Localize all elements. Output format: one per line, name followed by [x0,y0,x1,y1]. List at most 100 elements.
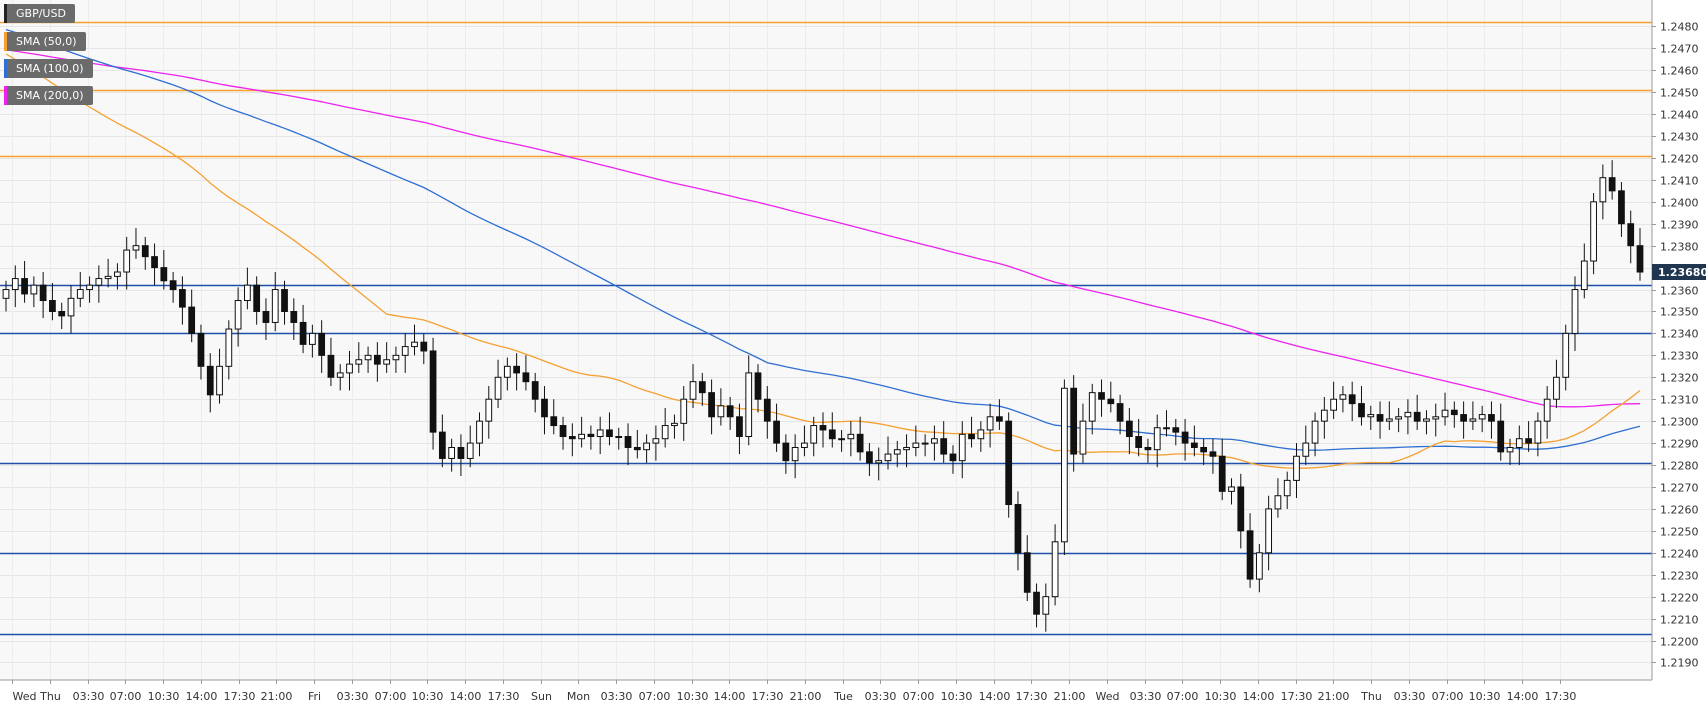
y-tick-label: 1.2410 [1660,175,1699,188]
candle-bull [104,275,112,280]
candle-bull [346,363,353,374]
y-tick-label: 1.2480 [1660,21,1699,34]
candle-bear [290,310,298,323]
candle-bull [810,425,818,444]
legend-item-sma100[interactable]: SMA (100,0) [4,59,93,78]
candle-bull [1515,438,1523,448]
candle-bull [689,381,697,400]
candle-bear [1618,190,1625,225]
candle-bull [652,438,660,444]
candle-bull [76,289,84,299]
candle-bull [958,433,966,462]
y-tick-label: 1.2230 [1660,570,1699,583]
candle-bull [884,453,892,462]
x-tick-label: 03:30 [337,690,369,703]
candle-bear [949,453,957,462]
x-tick-label: Wed [13,690,37,703]
candle-bear [429,350,437,433]
candle-bear [1525,438,1532,444]
candle-bear [1636,245,1644,273]
candle-bear [299,321,307,345]
candle-bear [624,436,632,448]
x-tick-label: 10:30 [1469,690,1501,703]
candle-bull [308,332,316,345]
y-tick-label: 1.2440 [1660,109,1699,122]
y-tick-label: 1.2290 [1660,438,1699,451]
x-tick-label: 03:30 [1130,690,1162,703]
candle-bull [1441,409,1449,418]
candle-bull [2,289,10,299]
candle-bull [596,429,604,438]
y-tick-label: 1.2460 [1660,65,1699,78]
candle-bull [1088,392,1096,422]
candle-bull [1478,414,1486,420]
candle-bull [1320,409,1328,422]
candle-bear [188,306,196,334]
candle-bull [875,460,883,464]
y-tick-label: 1.2380 [1660,241,1699,254]
x-tick-label: 21:00 [1054,690,1086,703]
candle-bull [234,300,242,330]
candle-bull [271,289,279,323]
x-tick-label: 03:30 [601,690,633,703]
x-tick-label: 17:30 [488,690,520,703]
candle-bull [1330,398,1338,411]
candles [2,160,1644,632]
y-tick-label: 1.2310 [1660,394,1699,407]
candle-bull [225,328,233,367]
x-tick-label: Tue [833,690,853,703]
candle-bull [30,284,38,295]
candle-bear [420,341,428,352]
legend-label-sma200: SMA (200,0) [16,89,84,102]
candle-bull [448,446,456,459]
candle-bull [11,278,19,291]
candle-bear [1376,414,1384,422]
candle-bear [1460,414,1467,422]
y-axis: 1.2190 1.2200 1.2210 1.2220 1.2230 1.2240 1.22… [0,0,1699,681]
x-tick-label: 21:00 [1318,690,1350,703]
candle-bear [1450,409,1458,416]
candle-bear [1023,552,1031,593]
candle-bear [550,416,558,427]
candle-bull [383,359,391,365]
candle-bear [606,429,613,438]
y-tick-label: 1.2360 [1660,285,1699,298]
candle-bear [1005,420,1013,506]
candle-bear [39,284,47,302]
y-tick-label: 1.2270 [1660,482,1699,495]
x-tick-label: Mon [567,690,590,703]
candle-bear [1218,455,1226,492]
legend-item-sma200[interactable]: SMA (200,0) [4,86,93,105]
x-tick-label: 14:00 [979,690,1011,703]
candle-bear [49,300,56,312]
candle-bear [1358,403,1365,418]
legend-item-sma50[interactable]: SMA (50,0) [4,32,86,51]
candle-bear [1209,451,1217,457]
candle-bear [373,354,381,365]
candle-bear [513,365,521,374]
candle-bull [1571,289,1579,334]
y-tick-label: 1.2420 [1660,153,1699,166]
candle-bear [1608,177,1616,192]
candle-bull [986,416,994,431]
x-tick-label: 07:00 [639,690,671,703]
y-tick-label: 1.2300 [1660,416,1699,429]
candle-bull [401,346,409,356]
candle-bull [578,433,585,440]
legend-item-symbol[interactable]: GBP/USD [4,4,75,23]
candle-bull [838,438,845,441]
candle-bull [671,422,678,427]
candle-bear [1627,223,1635,247]
candle-bull [847,433,855,440]
candle-bear [206,365,214,396]
candle-bear [1135,436,1143,448]
candle-bull [921,442,929,445]
candle-bull [1599,177,1607,203]
x-tick-label: 14:00 [1243,690,1275,703]
candle-bear [754,372,762,400]
candle-bull [1553,376,1560,400]
candle-bull [661,425,669,440]
y-tick-label: 1.2470 [1660,43,1699,56]
candle-bear [1181,431,1189,444]
